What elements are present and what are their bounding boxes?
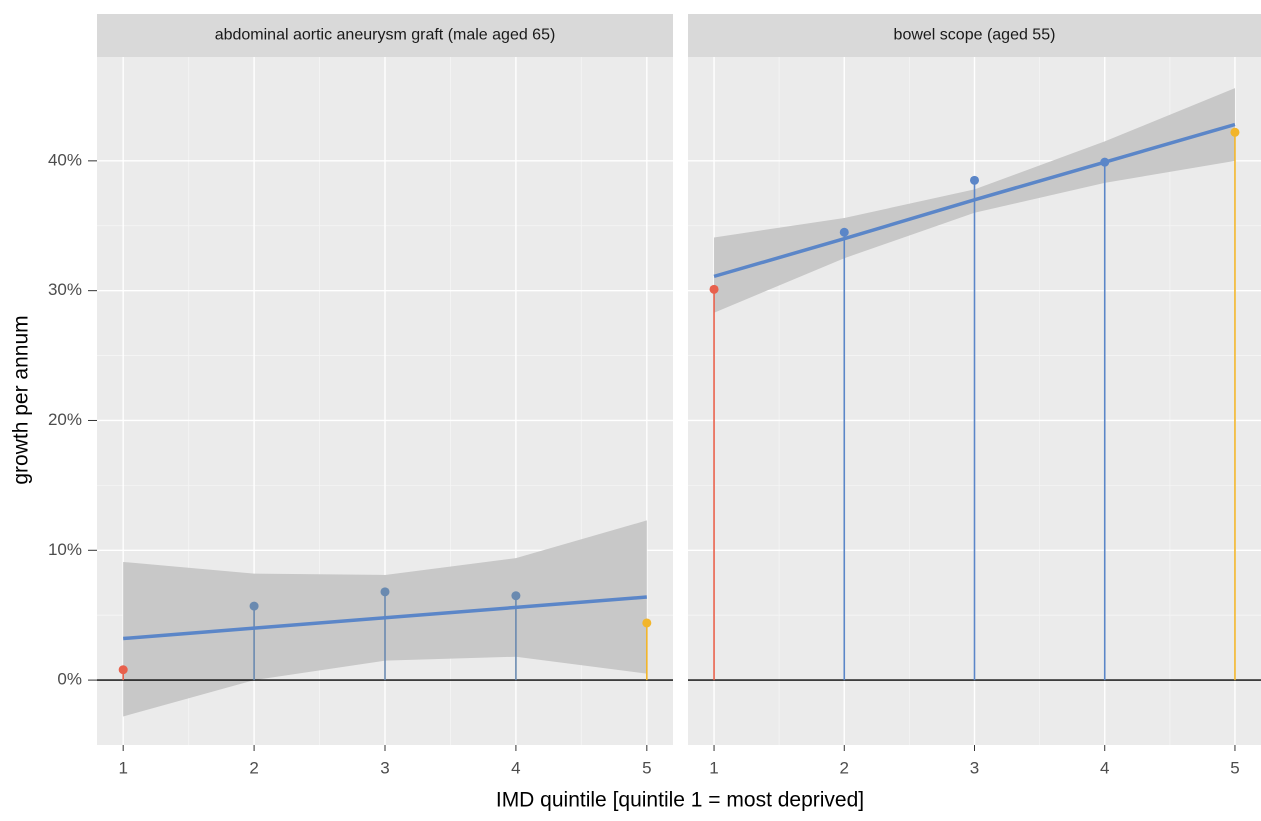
strip	[97, 14, 673, 57]
y-tick-label: 0%	[57, 670, 82, 689]
y-tick-label: 40%	[48, 150, 82, 169]
fit-line	[713, 122, 1236, 279]
panel-title: bowel scope (aged 55)	[894, 27, 1056, 44]
x-tick-label: 2	[840, 758, 849, 777]
x-tick-label: 5	[642, 758, 651, 777]
y-tick-label: 30%	[48, 280, 82, 299]
x-tick-label: 5	[1230, 758, 1239, 777]
point	[709, 284, 719, 294]
point	[839, 227, 849, 237]
point	[380, 587, 390, 597]
x-tick-label: 2	[249, 758, 258, 777]
fit-line	[123, 595, 647, 641]
panel-title: abdominal aortic aneurysm graft (male ag…	[215, 27, 556, 44]
x-tick-label: 4	[511, 758, 520, 777]
x-tick-label: 3	[970, 758, 979, 777]
x-tick-label: 3	[380, 758, 389, 777]
point	[1230, 127, 1240, 137]
y-tick-label: 20%	[48, 410, 82, 429]
x-tick-label: 4	[1100, 758, 1109, 777]
point	[970, 175, 979, 185]
strip	[688, 14, 1261, 57]
y-axis-title: growth per annum	[10, 315, 33, 484]
x-tick-label: 1	[709, 758, 718, 777]
y-tick-label: 10%	[48, 540, 82, 559]
point	[642, 618, 652, 628]
x-axis-title: IMD quintile [quintile 1 = most deprived…	[496, 789, 864, 812]
point	[511, 591, 521, 601]
point	[249, 601, 259, 611]
x-tick-label: 1	[118, 758, 127, 777]
point	[1100, 157, 1110, 167]
point	[118, 665, 128, 675]
